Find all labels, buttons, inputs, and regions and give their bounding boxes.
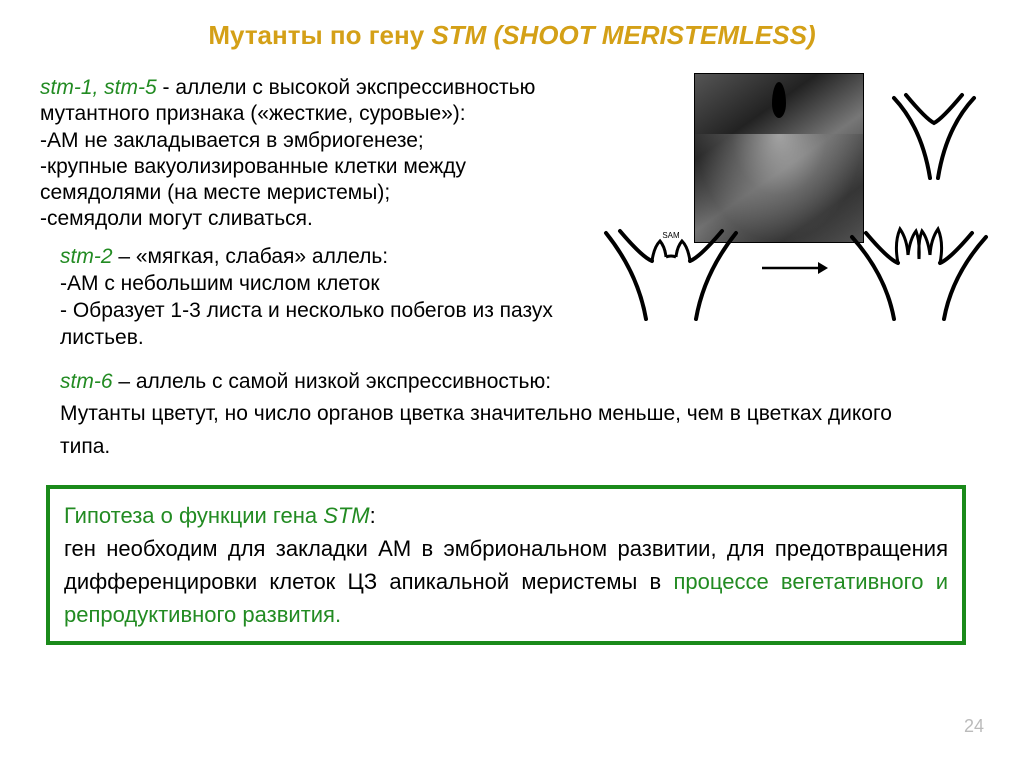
section2-line1: – «мягкая, слабая» аллель:	[113, 245, 389, 268]
hyp-title-italic: STM	[323, 503, 369, 528]
section-stm1-stm5: stm-1, stm-5 - аллели с высокой экспресс…	[40, 75, 984, 233]
section2-images: SAM	[586, 213, 1004, 323]
hypothesis-box: Гипотеза о функции гена STM: ген необход…	[46, 485, 966, 645]
title-prefix: Мутанты по гену	[208, 20, 431, 50]
allele-stm2: stm-2	[60, 245, 113, 268]
section3-line1: – аллель с самой низкой экспрессивностью…	[113, 370, 552, 393]
title-italic: STM (SHOOT MERISTEMLESS)	[431, 20, 815, 50]
arrow-icon	[760, 258, 830, 278]
section3-body: Мутанты цветут, но число органов цветка …	[60, 402, 892, 458]
slide-number: 24	[964, 716, 984, 737]
sam-before-diagram: SAM	[586, 213, 756, 323]
y-shape-diagram	[874, 73, 994, 193]
section2-text: stm-2 – «мягкая, слабая» аллель: -АМ с н…	[60, 243, 580, 352]
section2-bullet1: -АМ с небольшим числом клеток	[60, 272, 380, 295]
hyp-title-colon: :	[370, 503, 376, 528]
section1-bullet1: -АМ не закладывается в эмбриогенезе;	[40, 129, 424, 152]
slide-title: Мутанты по гену STM (SHOOT MERISTEMLESS)	[40, 20, 984, 51]
section-stm6: stm-6 – аллель с самой низкой экспрессив…	[40, 366, 940, 464]
allele-stm1-stm5: stm-1, stm-5	[40, 76, 157, 99]
section1-bullet3: -семядоли могут сливаться.	[40, 207, 313, 230]
section2-bullet2: - Образует 1-3 листа и несколько побегов…	[60, 299, 553, 349]
allele-stm6: stm-6	[60, 370, 113, 393]
section1-text: stm-1, stm-5 - аллели с высокой экспресс…	[40, 75, 580, 233]
sam-after-diagram	[834, 213, 1004, 323]
hypothesis-title: Гипотеза о функции гена STM	[64, 503, 370, 528]
section-stm2: stm-2 – «мягкая, слабая» аллель: -АМ с н…	[40, 243, 984, 352]
hyp-title-plain: Гипотеза о функции гена	[64, 503, 323, 528]
section1-bullet2: -крупные вакуолизированные клетки между …	[40, 155, 466, 204]
sam-label: SAM	[662, 231, 680, 240]
